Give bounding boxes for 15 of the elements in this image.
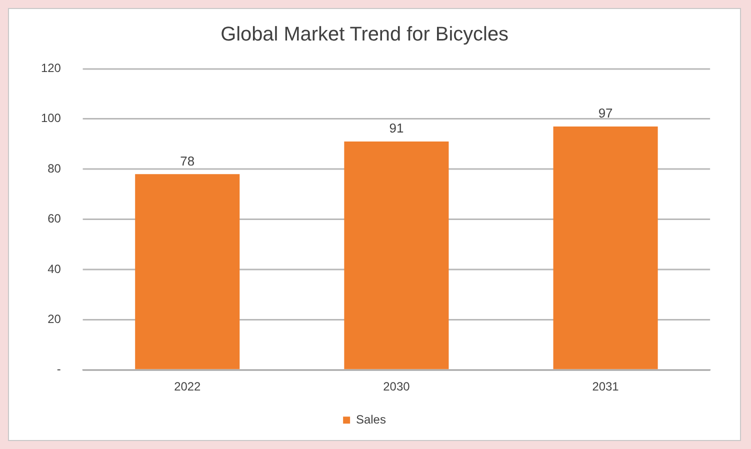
y-tick-label: 40 <box>48 262 62 276</box>
y-tick-label: 80 <box>48 161 62 176</box>
x-tick-label: 2022 <box>174 379 202 394</box>
x-tick-label: 2031 <box>592 379 620 394</box>
y-tick-label: 100 <box>40 111 62 126</box>
y-tick-label: 120 <box>40 61 62 76</box>
data-label: 78 <box>180 153 195 168</box>
data-label: 91 <box>389 120 404 136</box>
y-tick-label: 60 <box>48 212 62 226</box>
y-tick-label: 20 <box>48 312 62 326</box>
y-tick-label: - <box>56 362 61 376</box>
legend-label: Sales <box>356 412 386 426</box>
x-tick-label: 2030 <box>383 379 410 394</box>
data-label: 97 <box>598 106 613 121</box>
chart-title: Global Market Trend for Bicycles <box>220 23 509 46</box>
